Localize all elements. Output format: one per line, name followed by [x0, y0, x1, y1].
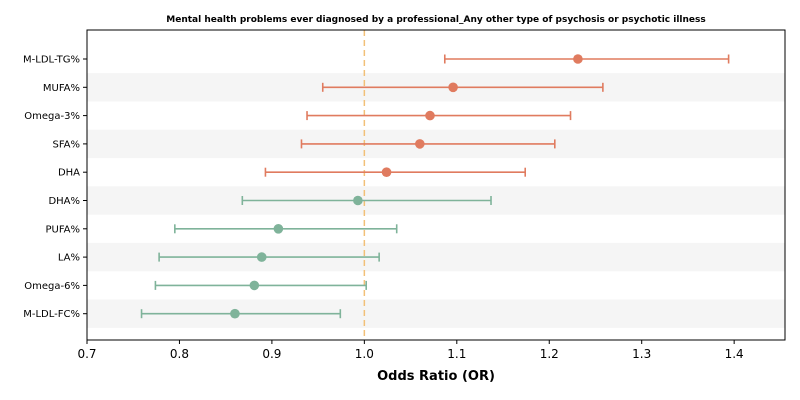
ci-row — [174, 224, 398, 234]
x-tick-label: 0.8 — [170, 347, 189, 361]
series-marks — [140, 54, 730, 319]
or-point — [249, 280, 260, 291]
y-tick-label: MUFA% — [43, 83, 80, 94]
ci-row — [306, 110, 572, 121]
y-tick-label: DHA% — [48, 196, 80, 207]
y-tick-label: PUFA% — [45, 224, 80, 235]
y-tick-label: M-LDL-TG% — [23, 55, 80, 66]
ci-row — [264, 167, 527, 177]
x-tick-label: 1.2 — [540, 347, 559, 361]
or-point — [415, 139, 425, 149]
x-tick-label: 0.9 — [262, 347, 281, 361]
ci-row — [140, 308, 342, 319]
ci-row — [321, 82, 604, 93]
ci-row — [443, 54, 730, 64]
y-tick-label: LA% — [58, 253, 80, 264]
ci-row — [241, 195, 492, 206]
x-axis: 0.7 0.8 0.9 1.0 1.1 1.2 1.3 1.4 — [77, 340, 744, 361]
y-tick-label: Omega-6% — [24, 281, 80, 292]
x-tick-label: 0.7 — [77, 347, 96, 361]
or-point — [230, 308, 240, 319]
or-point — [448, 82, 458, 93]
x-tick-label: 1.0 — [355, 347, 374, 361]
x-axis-label: Odds Ratio (OR) — [377, 369, 495, 384]
y-tick-label: Omega-3% — [24, 111, 80, 122]
plot-frame — [86, 29, 786, 341]
y-tick-label: DHA — [58, 168, 80, 179]
ci-row — [158, 252, 380, 262]
or-point — [273, 224, 284, 234]
or-point — [425, 110, 435, 121]
chart-title: Mental health problems ever diagnosed by… — [166, 15, 705, 25]
y-tick-label: SFA% — [52, 139, 80, 150]
or-point — [256, 252, 267, 262]
axes-frame — [86, 29, 786, 341]
or-point — [381, 167, 392, 177]
x-tick-label: 1.1 — [447, 347, 466, 361]
or-point — [353, 195, 363, 206]
ci-row — [154, 280, 368, 291]
y-tick-label: M-LDL-FC% — [23, 309, 80, 320]
or-point — [573, 54, 583, 64]
y-axis: M-LDL-TG% MUFA% Omega-3% SFA% DHA DHA% PUFA% LA… — [23, 55, 87, 320]
ci-row — [300, 139, 556, 149]
x-tick-label: 1.4 — [725, 347, 744, 361]
x-tick-label: 1.3 — [632, 347, 651, 361]
